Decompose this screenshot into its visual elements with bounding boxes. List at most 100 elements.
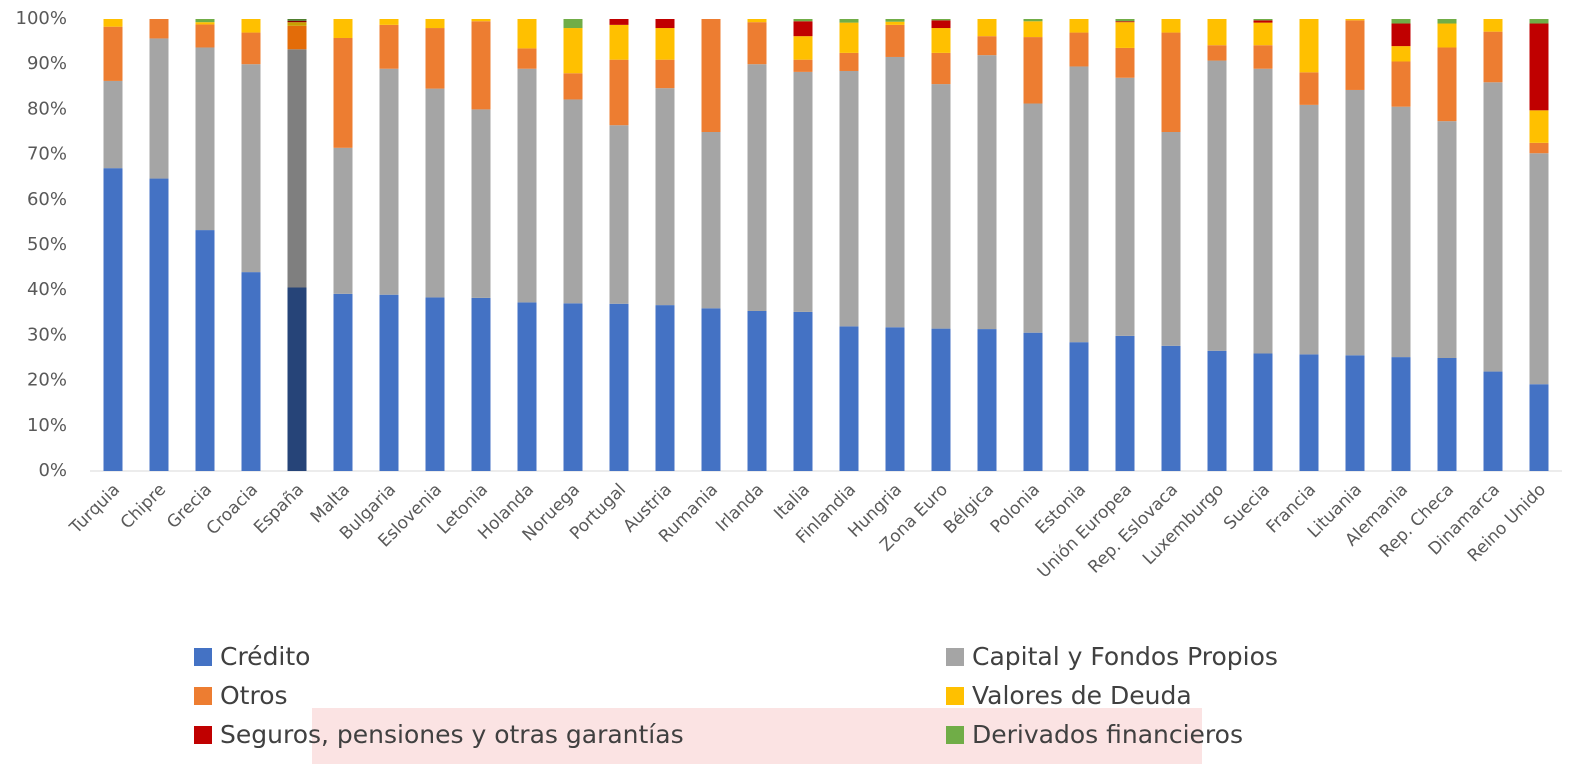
x-tick-label: Luxemburgo (1139, 480, 1228, 569)
bar-segment (242, 272, 261, 471)
bar-segment (472, 21, 491, 109)
legend-swatch (946, 687, 964, 705)
bar-segment (104, 81, 123, 168)
bar-segment (288, 26, 307, 50)
bar-segment (656, 28, 675, 60)
bar-segment (748, 19, 767, 22)
bar-segment (1530, 384, 1549, 471)
bar-segment (610, 304, 629, 471)
x-tick-label: Chipre (117, 480, 170, 533)
bar-segment (564, 28, 583, 73)
bar-segment (472, 109, 491, 297)
bar-segment (1484, 19, 1503, 32)
x-tick-label: Croacia (203, 480, 262, 539)
bar-segment (886, 327, 905, 471)
bar-segment (702, 19, 721, 132)
bar-segment (1024, 333, 1043, 471)
bar-segment (1208, 351, 1227, 471)
bar-segment (1300, 354, 1319, 471)
bar-segment (1208, 61, 1227, 351)
bar-segment (1438, 19, 1457, 24)
bar-segment (978, 19, 997, 36)
bar-segment (1116, 78, 1135, 336)
legend-swatch (194, 687, 212, 705)
bar-segment (978, 329, 997, 471)
bar-segment (840, 23, 859, 53)
bar-segment (150, 179, 169, 471)
bar-segment (840, 53, 859, 71)
y-tick-label: 100% (16, 8, 67, 29)
bar-segment (196, 24, 215, 47)
bar-segment (1254, 69, 1273, 354)
legend-label: Derivados financieros (972, 720, 1243, 749)
bar-segment (794, 36, 813, 60)
y-tick-label: 90% (27, 53, 67, 74)
bar-segment (426, 19, 445, 28)
bar-segment (196, 19, 215, 22)
bar-segment (104, 27, 123, 81)
legend-swatch (194, 726, 212, 744)
bar-segment (794, 72, 813, 312)
bar-segment (748, 64, 767, 311)
bar-segment (656, 305, 675, 471)
bar-segment (794, 312, 813, 471)
legend-label: Seguros, pensiones y otras garantías (220, 720, 684, 749)
x-tick-label: España (250, 480, 308, 538)
bar-segment (518, 48, 537, 68)
bar-segment (932, 53, 951, 84)
bar-segment (380, 25, 399, 69)
bar-segment (1346, 20, 1365, 90)
bar-segment (380, 295, 399, 471)
bar-segment (242, 33, 261, 65)
y-tick-label: 20% (27, 370, 67, 391)
bar-segment (610, 25, 629, 60)
bar-segment (564, 19, 583, 28)
bar-segment (380, 19, 399, 25)
legend-label: Valores de Deuda (972, 681, 1192, 710)
bar-segment (196, 22, 215, 24)
bar-segment (1438, 358, 1457, 471)
bar-segment (1530, 24, 1549, 111)
bar-segment (1024, 19, 1043, 21)
chart: 0%10%20%30%40%50%60%70%80%90%100%Turquia… (0, 0, 1576, 764)
bar-segment (932, 84, 951, 329)
bar-segment (242, 19, 261, 33)
bar-segment (564, 73, 583, 99)
bar-segment (610, 125, 629, 304)
bar-segment (334, 19, 353, 38)
bar-segment (426, 28, 445, 89)
bar-segment (334, 38, 353, 148)
bar-segment (1530, 153, 1549, 384)
bar-segment (932, 19, 951, 20)
bar-segment (288, 21, 307, 22)
bar-segment (1254, 353, 1273, 471)
bar-segment (518, 69, 537, 303)
bar-segment (472, 298, 491, 471)
bar-segment (1438, 121, 1457, 358)
legend-swatch (946, 726, 964, 744)
y-tick-label: 80% (27, 98, 67, 119)
bar-segment (1116, 336, 1135, 471)
bar-segment (1438, 47, 1457, 121)
bar-segment (334, 148, 353, 294)
bar-segment (978, 55, 997, 329)
bar-segment (426, 297, 445, 471)
bar-segment (150, 38, 169, 178)
bar-segment (1530, 143, 1549, 153)
bar-segment (1070, 19, 1089, 33)
bar-segment (1484, 32, 1503, 83)
bar-segment (1208, 19, 1227, 45)
legend-swatch (946, 648, 964, 666)
bar-segment (288, 49, 307, 287)
x-tick-label: Irlanda (712, 480, 768, 536)
bar-segment (472, 19, 491, 21)
y-tick-label: 30% (27, 324, 67, 345)
y-tick-label: 70% (27, 144, 67, 165)
bar-segment (886, 57, 905, 327)
bar-segment (288, 287, 307, 471)
bar-segment (1438, 24, 1457, 48)
bar-segment (1254, 45, 1273, 69)
bar-segment (932, 329, 951, 471)
bar-segment (932, 20, 951, 28)
bar-segment (1484, 372, 1503, 471)
